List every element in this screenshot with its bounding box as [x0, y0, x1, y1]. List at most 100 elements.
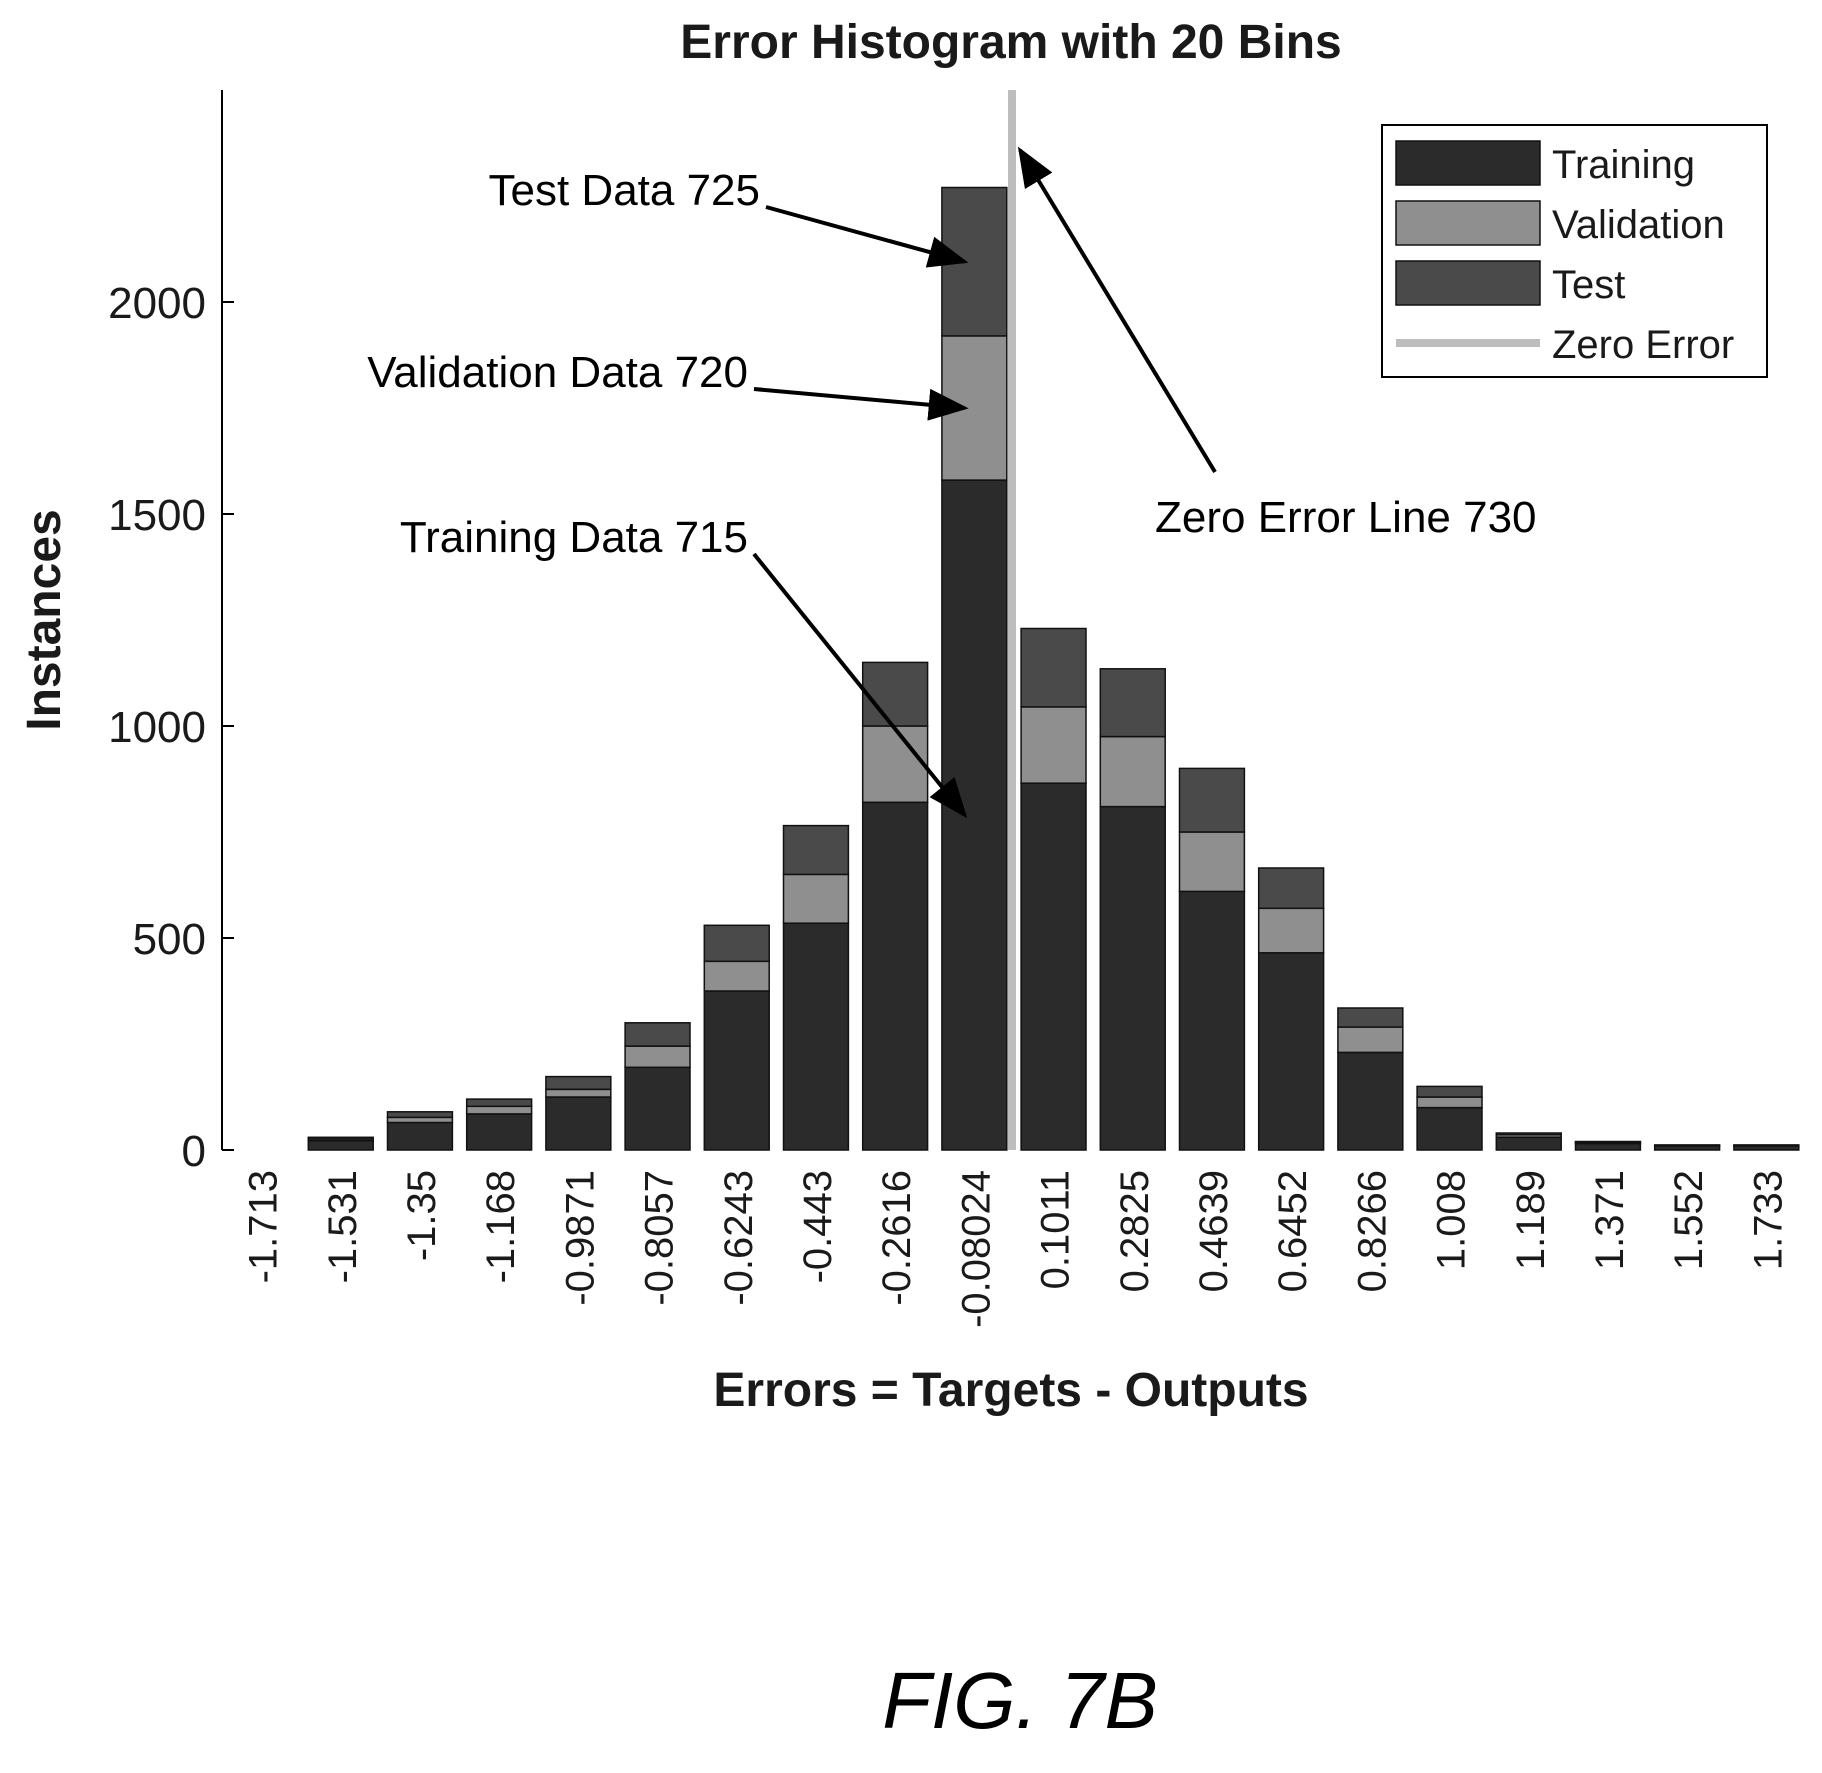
- figure-label: FIG. 7B: [882, 1656, 1158, 1745]
- x-tick-label: -1.168: [479, 1170, 523, 1283]
- bar-test-14: [1337, 1007, 1404, 1028]
- bar-test-15: [1416, 1085, 1483, 1098]
- y-tick-label: 1500: [108, 491, 206, 540]
- annotation-arrow: [753, 387, 969, 421]
- bar-training-3: [465, 1113, 533, 1151]
- bar-training-7: [782, 922, 850, 1151]
- x-tick-label: -0.6243: [717, 1170, 761, 1306]
- x-tick-label: -1.35: [400, 1170, 444, 1261]
- x-tick-label: 1.371: [1588, 1170, 1632, 1270]
- bar-test-17: [1574, 1140, 1642, 1144]
- bar-validation-19: [1733, 1144, 1800, 1147]
- bar-training-5: [624, 1066, 691, 1151]
- x-tick-label: 0.6452: [1271, 1170, 1315, 1292]
- x-tick-label: 1.552: [1667, 1170, 1711, 1270]
- annotation-label: Zero Error Line 730: [1155, 493, 1537, 542]
- bar-test-13: [1257, 867, 1325, 910]
- x-tick-label: 0.8266: [1350, 1170, 1394, 1292]
- bar-validation-3: [465, 1105, 533, 1115]
- bar-training-9: [941, 479, 1008, 1151]
- bar-test-6: [703, 924, 770, 963]
- bar-test-12: [1178, 767, 1246, 833]
- x-tick-label: 1.189: [1509, 1170, 1553, 1270]
- annotation-label: Validation Data 720: [367, 348, 748, 397]
- bar-validation-15: [1416, 1096, 1483, 1109]
- bar-test-16: [1495, 1132, 1562, 1136]
- legend-label: Test: [1552, 263, 1625, 307]
- bar-test-1: [307, 1136, 374, 1140]
- legend-label: Zero Error: [1552, 323, 1734, 367]
- bar-training-1: [307, 1139, 374, 1151]
- annotation-label: Training Data 715: [400, 513, 748, 562]
- legend-swatch-test: [1395, 260, 1541, 306]
- x-tick-label: 0.2825: [1113, 1170, 1157, 1292]
- bar-validation-18: [1653, 1144, 1721, 1147]
- bar-training-14: [1337, 1051, 1404, 1151]
- x-tick-label: 1.733: [1746, 1170, 1790, 1270]
- x-tick-label: -0.8057: [638, 1170, 682, 1306]
- bar-validation-12: [1178, 831, 1246, 893]
- axes: 0 500 1000 1500 2000 -1.713 -1.531 -1.35 -1.168…: [108, 90, 1790, 1328]
- annotation-arrow: [1017, 146, 1217, 474]
- x-tick-label: -0.2616: [875, 1170, 919, 1306]
- bar-training-11: [1099, 805, 1166, 1151]
- legend-label: Validation: [1552, 203, 1725, 247]
- bar-test-5: [624, 1022, 691, 1047]
- bar-validation-2: [386, 1116, 454, 1124]
- bar-training-4: [545, 1096, 612, 1151]
- bars-layer: [307, 186, 1800, 1151]
- x-tick-label: -0.9871: [558, 1170, 602, 1306]
- y-ticks: 0 500 1000 1500 2000: [108, 279, 234, 1176]
- x-tick-label: -0.08024: [954, 1170, 998, 1328]
- legend-swatch-training: [1395, 140, 1541, 186]
- x-tick-label: -1.531: [321, 1170, 365, 1283]
- legend-swatch-validation: [1395, 200, 1541, 246]
- bar-training-2: [386, 1121, 454, 1151]
- bar-test-9: [941, 186, 1008, 337]
- y-tick-label: 0: [182, 1127, 206, 1176]
- bar-validation-6: [703, 960, 770, 992]
- bar-test-7: [782, 824, 850, 876]
- bar-validation-8: [861, 725, 929, 804]
- bar-validation-7: [782, 873, 850, 924]
- bar-training-16: [1495, 1136, 1562, 1151]
- bar-validation-10: [1020, 706, 1087, 784]
- bar-training-15: [1416, 1106, 1483, 1151]
- bar-validation-13: [1257, 907, 1325, 954]
- bar-validation-4: [545, 1088, 612, 1098]
- bar-training-13: [1257, 952, 1325, 1151]
- bar-validation-14: [1337, 1026, 1404, 1054]
- bar-test-10: [1020, 627, 1087, 708]
- bar-training-17: [1574, 1142, 1642, 1151]
- bar-test-2: [386, 1111, 454, 1119]
- bar-training-10: [1020, 782, 1087, 1151]
- x-ticks: -1.713 -1.531 -1.35 -1.168 -0.9871 -0.8057 -0.…: [242, 1170, 1791, 1328]
- y-tick-label: 2000: [108, 279, 206, 328]
- chart-title: Error Histogram with 20 Bins: [680, 16, 1341, 69]
- y-axis-label: Instances: [18, 509, 71, 730]
- bar-test-3: [465, 1098, 533, 1108]
- bar-validation-11: [1099, 735, 1166, 808]
- x-tick-label: -1.713: [242, 1170, 286, 1283]
- annotation-arrow: [752, 552, 968, 819]
- x-tick-label: 0.4639: [1192, 1170, 1236, 1292]
- x-tick-label: -0.443: [796, 1170, 840, 1283]
- bar-training-12: [1178, 890, 1246, 1151]
- bar-test-11: [1099, 668, 1166, 738]
- annotation-arrow: [765, 205, 969, 268]
- legend: Training Validation Test Zero Error: [1381, 124, 1768, 378]
- bar-training-6: [703, 990, 770, 1151]
- x-tick-label: 0.1011: [1034, 1170, 1078, 1289]
- x-tick-label: 1.008: [1430, 1170, 1474, 1270]
- legend-label: Training: [1552, 143, 1695, 187]
- annotations: Test Data 725 Validation Data 720 Training…: [367, 146, 1537, 819]
- annotation-label: Test Data 725: [489, 166, 761, 215]
- bar-test-4: [545, 1075, 612, 1091]
- y-tick-label: 1000: [108, 703, 206, 752]
- y-tick-label: 500: [133, 915, 206, 964]
- bar-training-8: [861, 801, 929, 1151]
- bar-test-8: [861, 661, 929, 727]
- bar-validation-5: [624, 1045, 691, 1069]
